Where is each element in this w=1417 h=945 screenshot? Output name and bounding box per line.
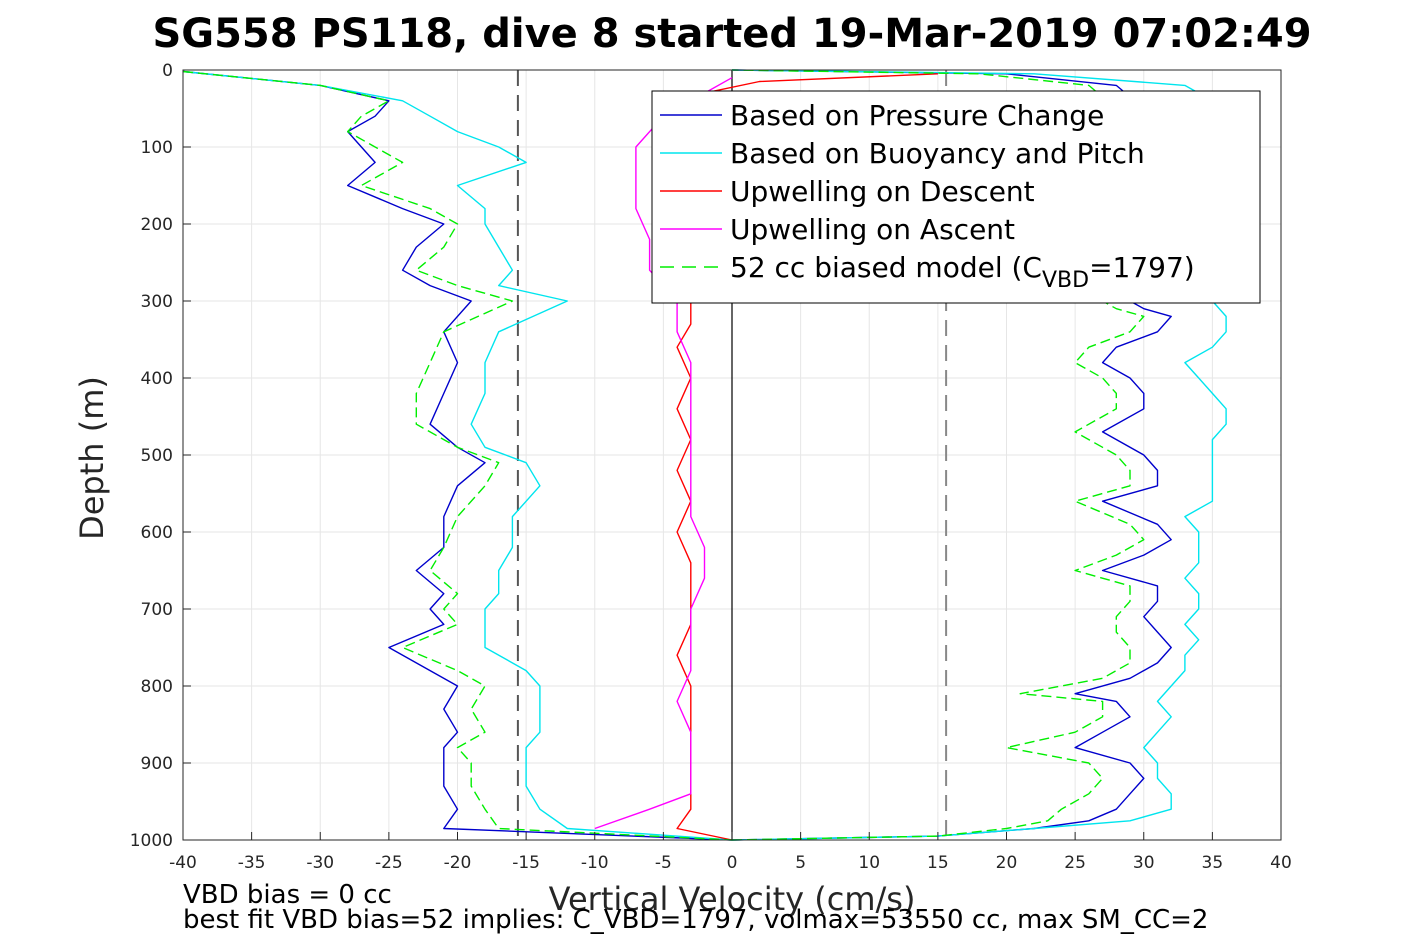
y-tick-label: 100	[141, 138, 173, 158]
chart-title: SG558 PS118, dive 8 started 19-Mar-2019 …	[152, 11, 1311, 57]
y-tick-label: 200	[141, 215, 173, 235]
y-tick-label: 500	[141, 446, 173, 466]
x-tick-label: 25	[1064, 853, 1086, 873]
x-tick-label: 20	[996, 853, 1018, 873]
y-tick-label: 700	[141, 600, 173, 620]
series-line-descent	[182, 70, 733, 841]
x-axis-ticks: -40 -35 -30 -25 -20 -15 -10 -5 0 5 10 15 20 25 30 35 40	[169, 832, 1292, 873]
legend-label: Based on Buoyancy and Pitch	[730, 137, 1145, 170]
series-line-descent	[182, 70, 733, 841]
y-axis-label: Depth (m)	[73, 376, 111, 540]
legend-label-text: Upwelling on Descent	[730, 175, 1035, 208]
x-tick-label: -15	[512, 853, 540, 873]
annotation-best-fit: best fit VBD bias=52 implies: C_VBD=1797…	[183, 905, 1208, 935]
x-tick-label: 0	[727, 853, 738, 873]
x-tick-label: -10	[581, 853, 609, 873]
x-tick-label: -25	[375, 853, 403, 873]
legend-label-text: Upwelling on Ascent	[730, 213, 1015, 246]
x-tick-label: 35	[1202, 853, 1224, 873]
y-tick-label: 900	[141, 754, 173, 774]
legend-label-text: Based on Pressure Change	[730, 99, 1104, 132]
x-axis-label: Vertical Velocity (cm/s)	[549, 880, 916, 918]
y-tick-label: 0	[162, 61, 173, 81]
y-axis-ticks: 0 100 200 300 400 500 600 700 800 900 1000	[130, 61, 191, 851]
legend-label: Upwelling on Descent	[730, 175, 1035, 208]
legend-box	[651, 90, 1261, 304]
x-tick-label: -5	[655, 853, 672, 873]
x-tick-label: -30	[306, 853, 334, 873]
y-tick-label: 600	[141, 523, 173, 543]
legend-subscript: VBD	[1042, 268, 1089, 293]
x-tick-label: -35	[238, 853, 266, 873]
legend: Based on Pressure Change Based on Buoyanc…	[651, 90, 1261, 304]
x-tick-label: 10	[858, 853, 880, 873]
legend-label: 52 cc biased model (CVBD=1797)	[730, 251, 1195, 293]
x-tick-label: -40	[169, 853, 197, 873]
legend-label: Upwelling on Ascent	[730, 213, 1015, 246]
y-tick-label: 800	[141, 677, 173, 697]
y-tick-label: 400	[141, 369, 173, 389]
x-tick-label: 40	[1270, 853, 1292, 873]
x-tick-label: 5	[795, 853, 806, 873]
y-tick-label: 300	[141, 292, 173, 312]
series-line-ascent	[594, 77, 733, 830]
legend-label-text: Based on Buoyancy and Pitch	[730, 137, 1145, 170]
x-tick-label: 30	[1133, 853, 1155, 873]
x-tick-label: -20	[444, 853, 472, 873]
annotation-vbd-bias: VBD bias = 0 cc	[183, 880, 392, 910]
legend-suffix: =1797)	[1089, 251, 1195, 284]
x-tick-label: 15	[927, 853, 949, 873]
y-tick-label: 1000	[130, 831, 173, 851]
legend-label-text: 52 cc biased model (C	[730, 251, 1042, 284]
legend-label: Based on Pressure Change	[730, 99, 1104, 132]
series-line-descent	[182, 70, 733, 841]
